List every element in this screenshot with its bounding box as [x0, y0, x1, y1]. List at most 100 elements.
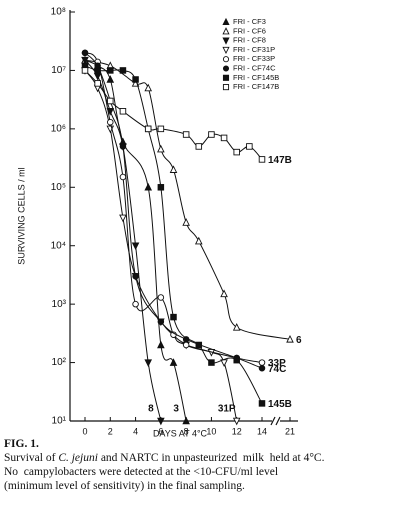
marker — [222, 46, 230, 55]
marker — [233, 148, 240, 156]
legend-label: FRI - CF6 — [233, 26, 266, 35]
marker — [81, 67, 89, 74]
marker — [170, 313, 177, 321]
x-axis-label: DAYS AT 4°C — [153, 428, 208, 438]
marker — [258, 359, 266, 366]
legend-label: FRI - CF145B — [233, 73, 279, 82]
y-tick-label: 10⁴ — [51, 240, 66, 251]
y-tick-label: 10² — [52, 357, 67, 368]
marker — [157, 294, 165, 301]
y-tick-label: 10⁷ — [51, 65, 66, 76]
end-label: 145B — [268, 399, 292, 410]
end-label: 31P — [218, 404, 236, 415]
series-line — [84, 59, 187, 422]
marker — [182, 416, 190, 425]
marker — [169, 165, 178, 173]
marker — [132, 76, 139, 83]
marker — [157, 144, 165, 153]
x-tick-label: 0 — [82, 426, 87, 436]
marker — [144, 125, 152, 133]
y-tick-label: 10³ — [52, 299, 67, 310]
caption-text: C. jejuni — [58, 452, 98, 464]
marker — [132, 273, 139, 280]
marker — [157, 417, 165, 426]
marker — [144, 182, 153, 191]
x-tick-label: 10 — [206, 426, 216, 436]
marker — [119, 173, 127, 181]
legend-label: FRI - CF74C — [233, 63, 276, 72]
caption-line: Survival of C. jejuni and NARTC in unpas… — [4, 452, 324, 465]
marker — [220, 289, 228, 298]
marker — [106, 108, 115, 116]
x-tick-label: 21 — [285, 426, 295, 436]
marker — [157, 340, 165, 349]
marker — [157, 318, 165, 325]
legend-label: FRI - CF3 — [233, 17, 266, 26]
y-tick-label: 10⁸ — [51, 7, 66, 18]
marker — [194, 236, 203, 245]
marker — [232, 323, 241, 331]
y-axis-label: SURVIVING CELLS / ml — [16, 167, 26, 264]
marker — [182, 131, 190, 138]
marker — [81, 49, 89, 57]
marker — [119, 214, 127, 223]
marker — [222, 56, 230, 63]
caption-line: (minimum level of sensitivity) in the fi… — [4, 480, 245, 492]
marker — [81, 56, 89, 65]
marker — [258, 400, 266, 407]
marker — [169, 358, 178, 366]
marker — [286, 334, 294, 343]
marker — [107, 118, 114, 126]
legend-label: FRI - CF31P — [233, 45, 275, 54]
marker — [222, 37, 230, 45]
y-tick-label: 10⁶ — [51, 123, 66, 134]
marker — [258, 156, 266, 163]
x-tick-label: 12 — [232, 426, 242, 436]
marker — [208, 131, 215, 138]
end-label: 8 — [148, 404, 154, 415]
marker — [144, 359, 153, 367]
end-label: 74C — [268, 364, 286, 375]
legend-label: FRI - CF8 — [233, 36, 266, 45]
x-tick-label: 4 — [133, 426, 138, 436]
marker — [93, 72, 102, 81]
axis-break-mark — [275, 416, 281, 426]
marker — [246, 143, 253, 150]
marker — [119, 143, 127, 150]
legend-label: FRI - CF147B — [233, 82, 279, 91]
marker — [107, 67, 114, 74]
caption-line: No campylobacters were detected at the <… — [4, 466, 279, 478]
marker — [107, 97, 114, 105]
x-tick-label: 2 — [108, 426, 113, 436]
marker — [222, 17, 230, 26]
series-line — [84, 65, 263, 404]
marker — [119, 67, 127, 74]
series-line — [84, 59, 291, 340]
x-tick-label: 8 — [184, 426, 189, 436]
marker — [182, 218, 190, 226]
marker — [222, 65, 230, 72]
figure-label: FIG. 1. — [4, 438, 39, 450]
series-line — [84, 52, 263, 369]
x-tick-label: 6 — [158, 426, 163, 436]
marker — [220, 134, 228, 142]
marker — [157, 125, 165, 133]
legend-label: FRI - CF33P — [233, 54, 275, 63]
marker — [119, 108, 127, 115]
marker — [258, 364, 266, 372]
marker — [182, 341, 190, 349]
marker — [144, 83, 153, 92]
marker — [195, 143, 203, 150]
marker — [106, 75, 115, 83]
marker — [195, 341, 203, 349]
caption-text: Survival of — [4, 452, 59, 464]
series-line — [84, 52, 263, 364]
y-tick-label: 10¹ — [52, 416, 67, 427]
y-tick-label: 10⁵ — [51, 182, 66, 193]
marker — [132, 300, 139, 308]
marker — [131, 242, 140, 251]
marker — [208, 359, 215, 366]
end-label: 33P — [268, 358, 286, 369]
end-label: 6 — [296, 335, 302, 346]
